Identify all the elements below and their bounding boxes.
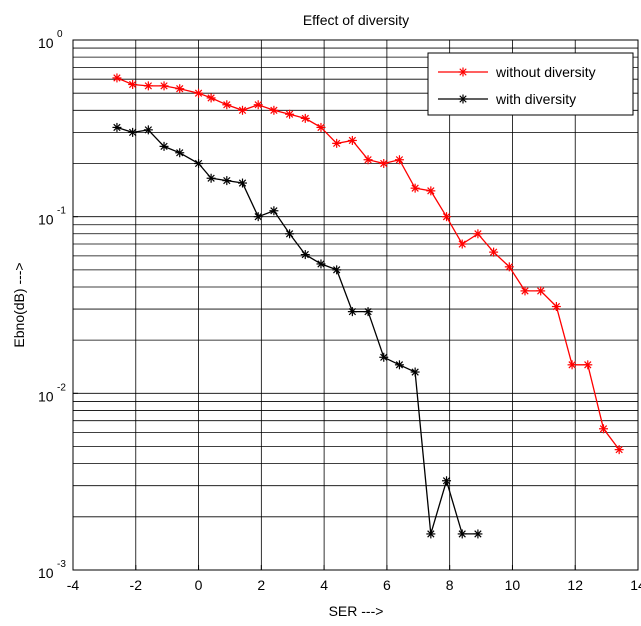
y-tick-label: 10 [38, 565, 54, 581]
data-point [128, 127, 138, 137]
data-point [222, 176, 232, 186]
legend-label: without diversity [495, 64, 596, 80]
x-tick-label: 14 [630, 577, 641, 593]
y-tick-label: 10 [38, 212, 54, 228]
data-point [442, 476, 452, 486]
data-point [112, 73, 122, 83]
data-point [269, 105, 279, 115]
data-point [457, 239, 467, 249]
legend-label: with diversity [495, 91, 576, 107]
data-point [457, 529, 467, 539]
x-tick-label: -2 [130, 577, 143, 593]
data-point [426, 186, 436, 196]
data-point [238, 105, 247, 115]
x-tick-label: 2 [257, 577, 265, 593]
data-point [159, 141, 169, 151]
x-axis-label: SER ---> [329, 603, 384, 619]
legend: without diversity with diversity [427, 52, 634, 116]
x-tick-label: 8 [446, 577, 454, 593]
plot-series [112, 73, 624, 539]
x-tick-label: -4 [67, 577, 80, 593]
data-point [489, 247, 499, 257]
data-point [442, 212, 452, 222]
data-point [269, 206, 279, 216]
data-point [222, 100, 232, 110]
data-point [410, 367, 420, 377]
data-point [347, 307, 357, 317]
data-point [253, 212, 263, 222]
data-point [316, 259, 326, 269]
y-tick-exponent: -2 [57, 382, 66, 393]
data-point [363, 307, 373, 317]
data-point [567, 360, 577, 370]
data-point [159, 81, 169, 91]
data-point [379, 158, 389, 168]
x-tick-label: 10 [505, 577, 521, 593]
data-point [143, 125, 153, 135]
y-axis-label: Ebno(dB) ---> [11, 262, 27, 347]
data-point [253, 100, 263, 110]
data-point [410, 183, 420, 193]
series-line-2 [116, 126, 478, 535]
legend-marker [458, 67, 468, 77]
data-point [614, 445, 624, 455]
data-point [598, 424, 608, 434]
data-point [175, 148, 185, 158]
data-point [300, 250, 310, 260]
data-point [536, 286, 546, 296]
y-tick-label: 10 [38, 35, 54, 51]
x-tick-label: 0 [195, 577, 203, 593]
x-tick-label: 4 [320, 577, 328, 593]
y-tick-label: 10 [38, 388, 54, 404]
data-point [194, 158, 204, 168]
data-point [175, 84, 185, 94]
chart-title: Effect of diversity [303, 12, 409, 28]
data-point [363, 155, 373, 165]
y-tick-exponent: -1 [57, 206, 66, 217]
data-point [206, 173, 216, 183]
series-line-1 [116, 77, 620, 450]
data-point [300, 113, 310, 123]
data-point [332, 265, 342, 275]
data-point [112, 122, 122, 132]
grid [73, 40, 638, 570]
data-point [394, 155, 404, 165]
data-point [285, 109, 295, 119]
data-point [379, 352, 389, 362]
data-point [316, 122, 326, 132]
data-point [426, 529, 436, 539]
data-point [394, 360, 404, 370]
data-point [551, 302, 561, 312]
data-point [473, 229, 483, 239]
axes-frame [72, 39, 639, 571]
x-tick-label: 6 [383, 577, 391, 593]
y-tick-exponent: 0 [57, 29, 63, 40]
data-point [473, 529, 483, 539]
data-point [128, 79, 138, 89]
data-point [206, 93, 216, 103]
data-point [504, 262, 514, 272]
data-point [347, 135, 357, 145]
data-point [285, 229, 295, 239]
data-point [332, 138, 342, 148]
data-point [194, 88, 204, 98]
legend-marker [458, 94, 468, 104]
data-point [583, 360, 593, 370]
legend-box [427, 52, 634, 116]
data-point [143, 81, 153, 91]
x-tick-label: 12 [567, 577, 583, 593]
data-point [238, 178, 247, 188]
y-tick-exponent: -3 [57, 559, 66, 570]
data-point [520, 286, 530, 296]
